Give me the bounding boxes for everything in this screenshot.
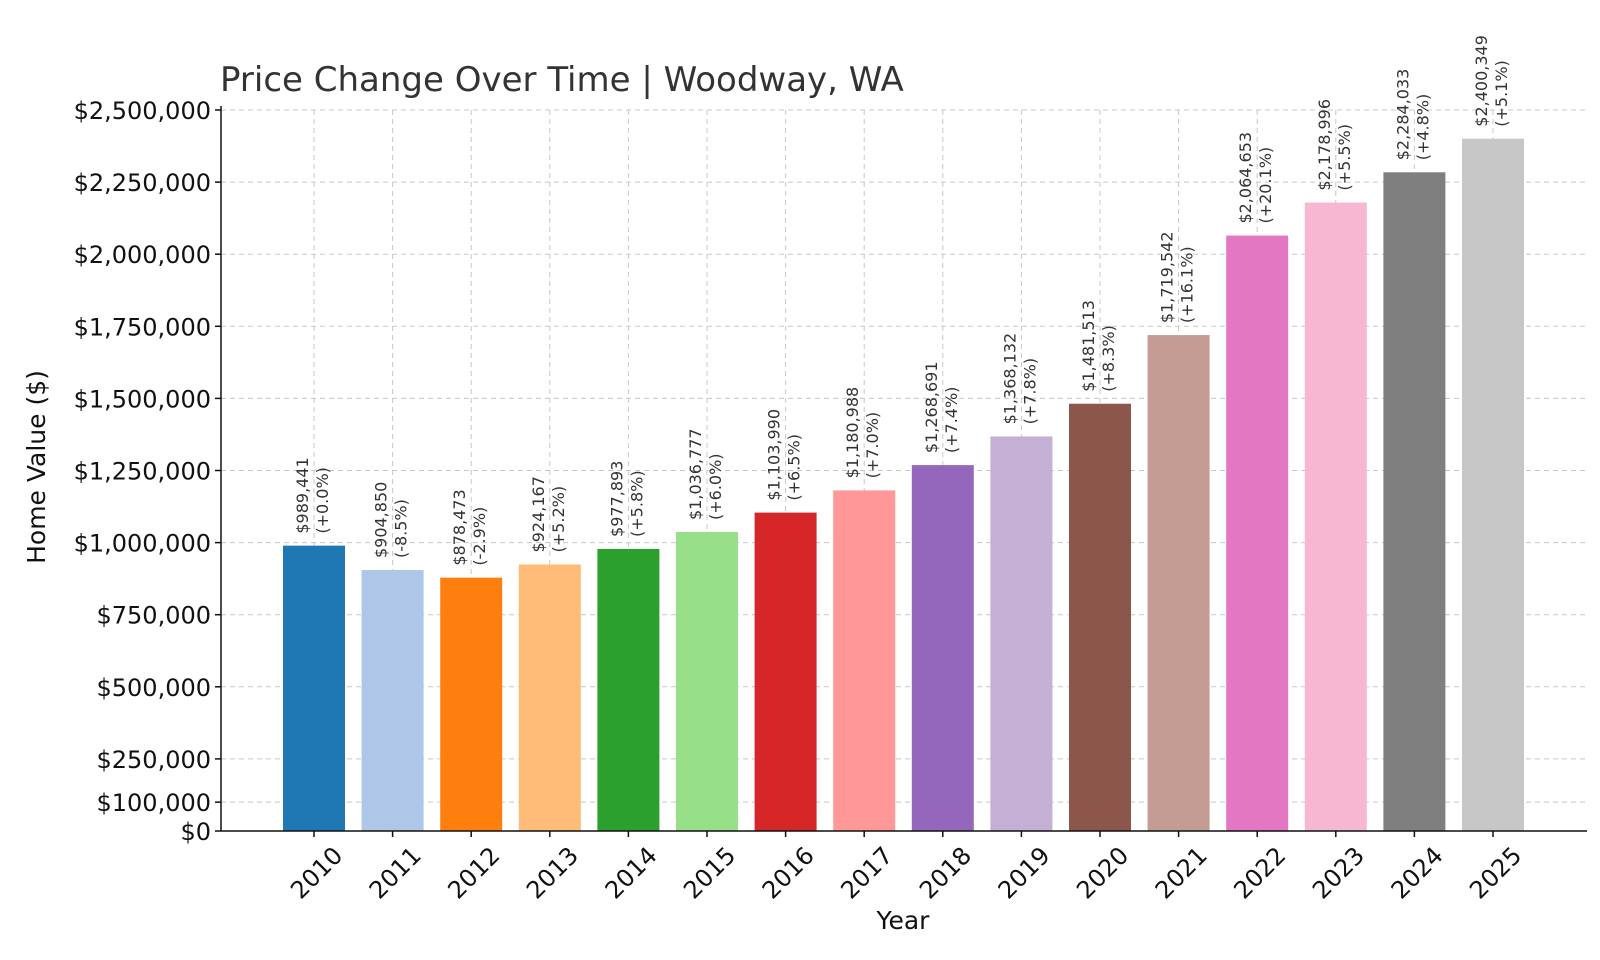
bar-2017 xyxy=(833,490,896,831)
y-tick-label: $1,000,000 xyxy=(74,530,211,558)
x-tick-label: 2017 xyxy=(835,841,898,904)
value-label: $878,473 xyxy=(450,489,469,565)
bar-2015 xyxy=(676,531,738,831)
x-tick-label: 2011 xyxy=(364,841,427,904)
value-label: $989,441 xyxy=(293,457,312,533)
x-tick-label: 2022 xyxy=(1228,841,1291,904)
change-label: (+5.2%) xyxy=(549,486,568,553)
bar-2012 xyxy=(440,577,503,831)
value-label: $1,036,777 xyxy=(686,428,705,520)
x-tick-label: 2023 xyxy=(1307,841,1370,904)
x-tick-label: 2012 xyxy=(442,841,505,904)
bar-2025 xyxy=(1462,138,1524,831)
grid-layer xyxy=(221,109,1587,831)
change-label: (+0.0%) xyxy=(313,467,332,534)
y-ticks: $0$100,000 $250,000 $500,000 $750,000 $1,000… xyxy=(74,97,221,846)
x-tick-label: 2024 xyxy=(1386,841,1449,904)
bar-2018 xyxy=(911,465,974,831)
bar-2023 xyxy=(1304,202,1367,831)
value-label: $1,368,132 xyxy=(1000,333,1019,425)
bar-2014 xyxy=(597,548,660,831)
change-label: (+6.5%) xyxy=(785,434,804,501)
bar-2010 xyxy=(283,545,345,831)
change-label: (-2.9%) xyxy=(470,507,489,566)
bar-2016 xyxy=(754,512,817,831)
bar-2019 xyxy=(990,436,1053,831)
change-label: (+5.8%) xyxy=(627,470,646,537)
y-tick-label: $750,000 xyxy=(96,602,211,630)
x-tick-label: 2018 xyxy=(914,841,977,904)
change-label: (+7.8%) xyxy=(1020,358,1039,425)
x-tick-label: 2020 xyxy=(1071,841,1134,904)
axes-layer xyxy=(220,106,1587,832)
bar-2013 xyxy=(518,564,581,831)
y-tick-label: $250,000 xyxy=(96,746,211,774)
x-tick-label: 2025 xyxy=(1464,841,1527,904)
value-label: $977,893 xyxy=(607,461,626,537)
y-tick-label: $100,000 xyxy=(96,789,211,817)
value-label: $904,850 xyxy=(372,482,391,558)
change-label: (+7.0%) xyxy=(863,412,882,479)
x-tick-label: 2013 xyxy=(521,841,584,904)
value-label: $2,400,349 xyxy=(1472,35,1491,127)
bars-layer xyxy=(283,138,1524,831)
bar-2024 xyxy=(1383,172,1446,831)
value-label: $1,268,691 xyxy=(922,362,941,454)
change-label: (+8.3%) xyxy=(1099,325,1118,392)
x-tick-label: 2014 xyxy=(600,841,663,904)
change-label: (+6.0%) xyxy=(706,453,725,520)
value-label: $2,284,033 xyxy=(1393,69,1412,161)
change-label: (+4.8%) xyxy=(1413,94,1432,161)
value-label: $1,481,513 xyxy=(1079,300,1098,392)
bar-2021 xyxy=(1147,335,1210,831)
change-label: (+7.4%) xyxy=(942,387,961,454)
value-label: $2,178,996 xyxy=(1315,99,1334,191)
chart-title: Price Change Over Time | Woodway, WA xyxy=(220,60,904,100)
value-label: $924,167 xyxy=(529,476,548,552)
data-labels: $989,441 (+0.0%) $904,850 (-8.5%) $878,473 (-… xyxy=(293,35,1511,566)
value-label: $2,064,653 xyxy=(1236,132,1255,224)
change-label: (-8.5%) xyxy=(392,499,411,558)
y-tick-label: $2,000,000 xyxy=(74,241,211,269)
y-tick-label: $2,500,000 xyxy=(74,97,211,125)
y-tick-label: $500,000 xyxy=(96,674,211,702)
value-label: $1,180,988 xyxy=(843,387,862,479)
y-tick-label: $1,250,000 xyxy=(74,458,211,486)
bar-2011 xyxy=(361,570,424,831)
x-tick-label: 2019 xyxy=(993,841,1056,904)
change-label: (+16.1%) xyxy=(1178,246,1197,323)
y-axis-label: Home Value ($) xyxy=(22,370,51,564)
change-label: (+5.1%) xyxy=(1492,60,1511,127)
y-tick-label: $1,750,000 xyxy=(74,313,211,341)
x-ticks: 2010 2011 2012 2013 2014 2015 2016 2017 2018 2019… xyxy=(285,831,1527,904)
y-tick-label: $2,250,000 xyxy=(74,169,211,197)
x-tick-label: 2016 xyxy=(757,841,820,904)
bar-2020 xyxy=(1069,403,1131,831)
bar-2022 xyxy=(1226,235,1289,831)
x-tick-label: 2021 xyxy=(1150,841,1213,904)
y-tick-label: $1,500,000 xyxy=(74,385,211,413)
x-tick-label: 2015 xyxy=(678,841,741,904)
change-label: (+5.5%) xyxy=(1335,124,1354,191)
y-tick-label: $0 xyxy=(180,818,211,846)
x-tick-label: 2010 xyxy=(285,841,348,904)
value-label: $1,719,542 xyxy=(1158,231,1177,323)
x-axis-label: Year xyxy=(876,906,931,935)
change-label: (+20.1%) xyxy=(1256,147,1275,224)
value-label: $1,103,990 xyxy=(765,409,784,501)
